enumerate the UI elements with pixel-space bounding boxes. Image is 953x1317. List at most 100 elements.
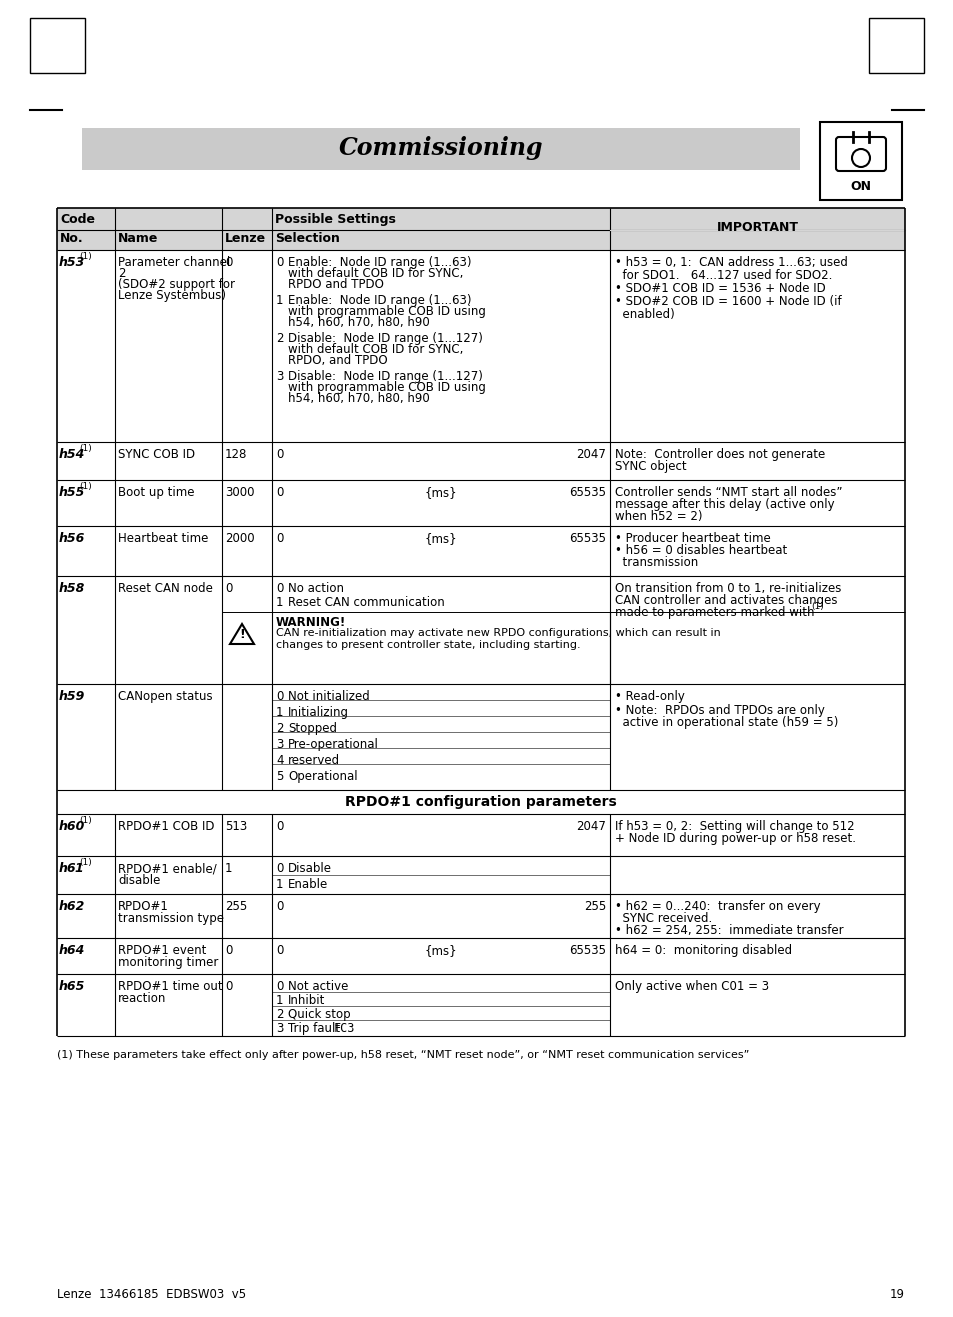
Text: Operational: Operational xyxy=(288,770,357,784)
Text: CANopen status: CANopen status xyxy=(118,690,213,703)
Text: + Node ID during power-up or h58 reset.: + Node ID during power-up or h58 reset. xyxy=(615,832,855,846)
Text: with programmable COB ID using: with programmable COB ID using xyxy=(288,306,485,317)
Text: • Producer heartbeat time: • Producer heartbeat time xyxy=(615,532,770,545)
Bar xyxy=(82,128,800,170)
Text: Enable: Enable xyxy=(288,878,328,892)
Text: FC3: FC3 xyxy=(334,1022,355,1035)
Text: Pre-operational: Pre-operational xyxy=(288,738,378,751)
Text: 65535: 65535 xyxy=(568,532,605,545)
Bar xyxy=(57,790,904,814)
Text: 0: 0 xyxy=(275,255,283,269)
Text: RPDO#1 event: RPDO#1 event xyxy=(118,944,206,957)
Text: Lenze  13466185  EDBSW03  v5: Lenze 13466185 EDBSW03 v5 xyxy=(57,1288,246,1301)
Text: • Read-only: • Read-only xyxy=(615,690,684,703)
Text: (1) These parameters take effect only after power-up, h58 reset, “NMT reset node: (1) These parameters take effect only af… xyxy=(57,1050,749,1060)
Text: No action: No action xyxy=(288,582,344,595)
Text: 3: 3 xyxy=(275,370,283,383)
Text: {ms}: {ms} xyxy=(424,486,456,499)
Text: h6: h6 xyxy=(59,863,76,874)
Text: reaction: reaction xyxy=(118,992,166,1005)
Text: 1: 1 xyxy=(275,706,283,719)
Text: 1: 1 xyxy=(275,597,283,608)
Text: 2047: 2047 xyxy=(576,820,605,832)
Text: 65535: 65535 xyxy=(568,944,605,957)
Text: (1): (1) xyxy=(810,602,822,611)
Text: reserved: reserved xyxy=(288,755,340,766)
Text: 255: 255 xyxy=(583,900,605,913)
Text: RPDO#1 enable/: RPDO#1 enable/ xyxy=(118,863,216,874)
Text: h54: h54 xyxy=(59,448,85,461)
Text: 2: 2 xyxy=(275,1008,283,1021)
Text: 2047: 2047 xyxy=(576,448,605,461)
Text: WARNING!: WARNING! xyxy=(275,616,346,630)
Text: • h62 = 254, 255:  immediate transfer: • h62 = 254, 255: immediate transfer xyxy=(615,925,842,936)
Text: 2000: 2000 xyxy=(225,532,254,545)
Text: (1): (1) xyxy=(79,482,91,491)
Text: Possible Settings: Possible Settings xyxy=(274,213,395,227)
Text: Selection: Selection xyxy=(274,232,339,245)
Bar xyxy=(820,122,901,200)
Text: !: ! xyxy=(239,628,245,641)
Text: No.: No. xyxy=(60,232,84,245)
Text: enabled): enabled) xyxy=(615,308,674,321)
Text: Note:  Controller does not generate: Note: Controller does not generate xyxy=(615,448,824,461)
Text: (1): (1) xyxy=(79,817,91,824)
Text: 0: 0 xyxy=(275,532,283,545)
Text: h64 = 0:  monitoring disabled: h64 = 0: monitoring disabled xyxy=(615,944,791,957)
Text: Disable: Disable xyxy=(288,863,332,874)
Text: 1: 1 xyxy=(275,878,283,892)
Text: 1: 1 xyxy=(225,863,233,874)
Text: 513: 513 xyxy=(225,820,247,832)
Text: transmission: transmission xyxy=(615,556,698,569)
Text: Trip fault: Trip fault xyxy=(288,1022,343,1035)
Text: changes to present controller state, including starting.: changes to present controller state, inc… xyxy=(275,640,580,651)
Text: h54, h60, h70, h80, h90: h54, h60, h70, h80, h90 xyxy=(288,316,429,329)
Text: active in operational state (h59 = 5): active in operational state (h59 = 5) xyxy=(615,716,838,730)
Bar xyxy=(57,208,904,250)
Text: Commissioning: Commissioning xyxy=(338,136,542,159)
Text: 0: 0 xyxy=(225,582,233,595)
Text: Heartbeat time: Heartbeat time xyxy=(118,532,208,545)
Text: 3: 3 xyxy=(275,738,283,751)
Text: monitoring timer: monitoring timer xyxy=(118,956,218,969)
Text: Not initialized: Not initialized xyxy=(288,690,370,703)
Text: RPDO, and TPDO: RPDO, and TPDO xyxy=(288,354,387,367)
Text: Boot up time: Boot up time xyxy=(118,486,194,499)
Text: when h52 = 2): when h52 = 2) xyxy=(615,510,701,523)
Text: message after this delay (active only: message after this delay (active only xyxy=(615,498,834,511)
Text: 2: 2 xyxy=(275,332,283,345)
Text: {ms}: {ms} xyxy=(424,944,456,957)
Text: (1): (1) xyxy=(79,252,91,261)
Polygon shape xyxy=(230,624,253,644)
Text: 1: 1 xyxy=(275,294,283,307)
Text: RPDO#1 COB ID: RPDO#1 COB ID xyxy=(118,820,214,832)
Text: RPDO#1: RPDO#1 xyxy=(118,900,169,913)
Text: Name: Name xyxy=(118,232,158,245)
Text: h64: h64 xyxy=(59,944,85,957)
Text: disable: disable xyxy=(118,874,160,888)
Text: h58: h58 xyxy=(59,582,85,595)
Text: 0: 0 xyxy=(275,900,283,913)
Text: 0: 0 xyxy=(275,690,283,703)
Text: IMPORTANT: IMPORTANT xyxy=(716,221,798,234)
Text: h65: h65 xyxy=(59,980,85,993)
Text: • h56 = 0 disables heartbeat: • h56 = 0 disables heartbeat xyxy=(615,544,786,557)
Text: 255: 255 xyxy=(225,900,247,913)
Text: Stopped: Stopped xyxy=(288,722,336,735)
Text: 0: 0 xyxy=(225,980,233,993)
Text: for SDO1.   64...127 used for SDO2.: for SDO1. 64...127 used for SDO2. xyxy=(615,269,832,282)
Text: 2: 2 xyxy=(118,267,126,281)
Text: Inhibit: Inhibit xyxy=(288,994,325,1008)
Text: RPDO#1 configuration parameters: RPDO#1 configuration parameters xyxy=(345,795,617,809)
Text: h59: h59 xyxy=(59,690,85,703)
Text: Reset CAN node: Reset CAN node xyxy=(118,582,213,595)
Text: • Note:  RPDOs and TPDOs are only: • Note: RPDOs and TPDOs are only xyxy=(615,705,824,716)
Text: Initializing: Initializing xyxy=(288,706,349,719)
Text: Disable:  Node ID range (1...127): Disable: Node ID range (1...127) xyxy=(288,370,482,383)
Text: • h62 = 0...240:  transfer on every: • h62 = 0...240: transfer on every xyxy=(615,900,820,913)
Bar xyxy=(868,18,923,72)
Text: h60: h60 xyxy=(59,820,85,832)
Text: 1: 1 xyxy=(74,863,83,874)
Text: 1: 1 xyxy=(275,994,283,1008)
Text: CAN re-initialization may activate new RPDO configurations, which can result in: CAN re-initialization may activate new R… xyxy=(275,628,720,637)
